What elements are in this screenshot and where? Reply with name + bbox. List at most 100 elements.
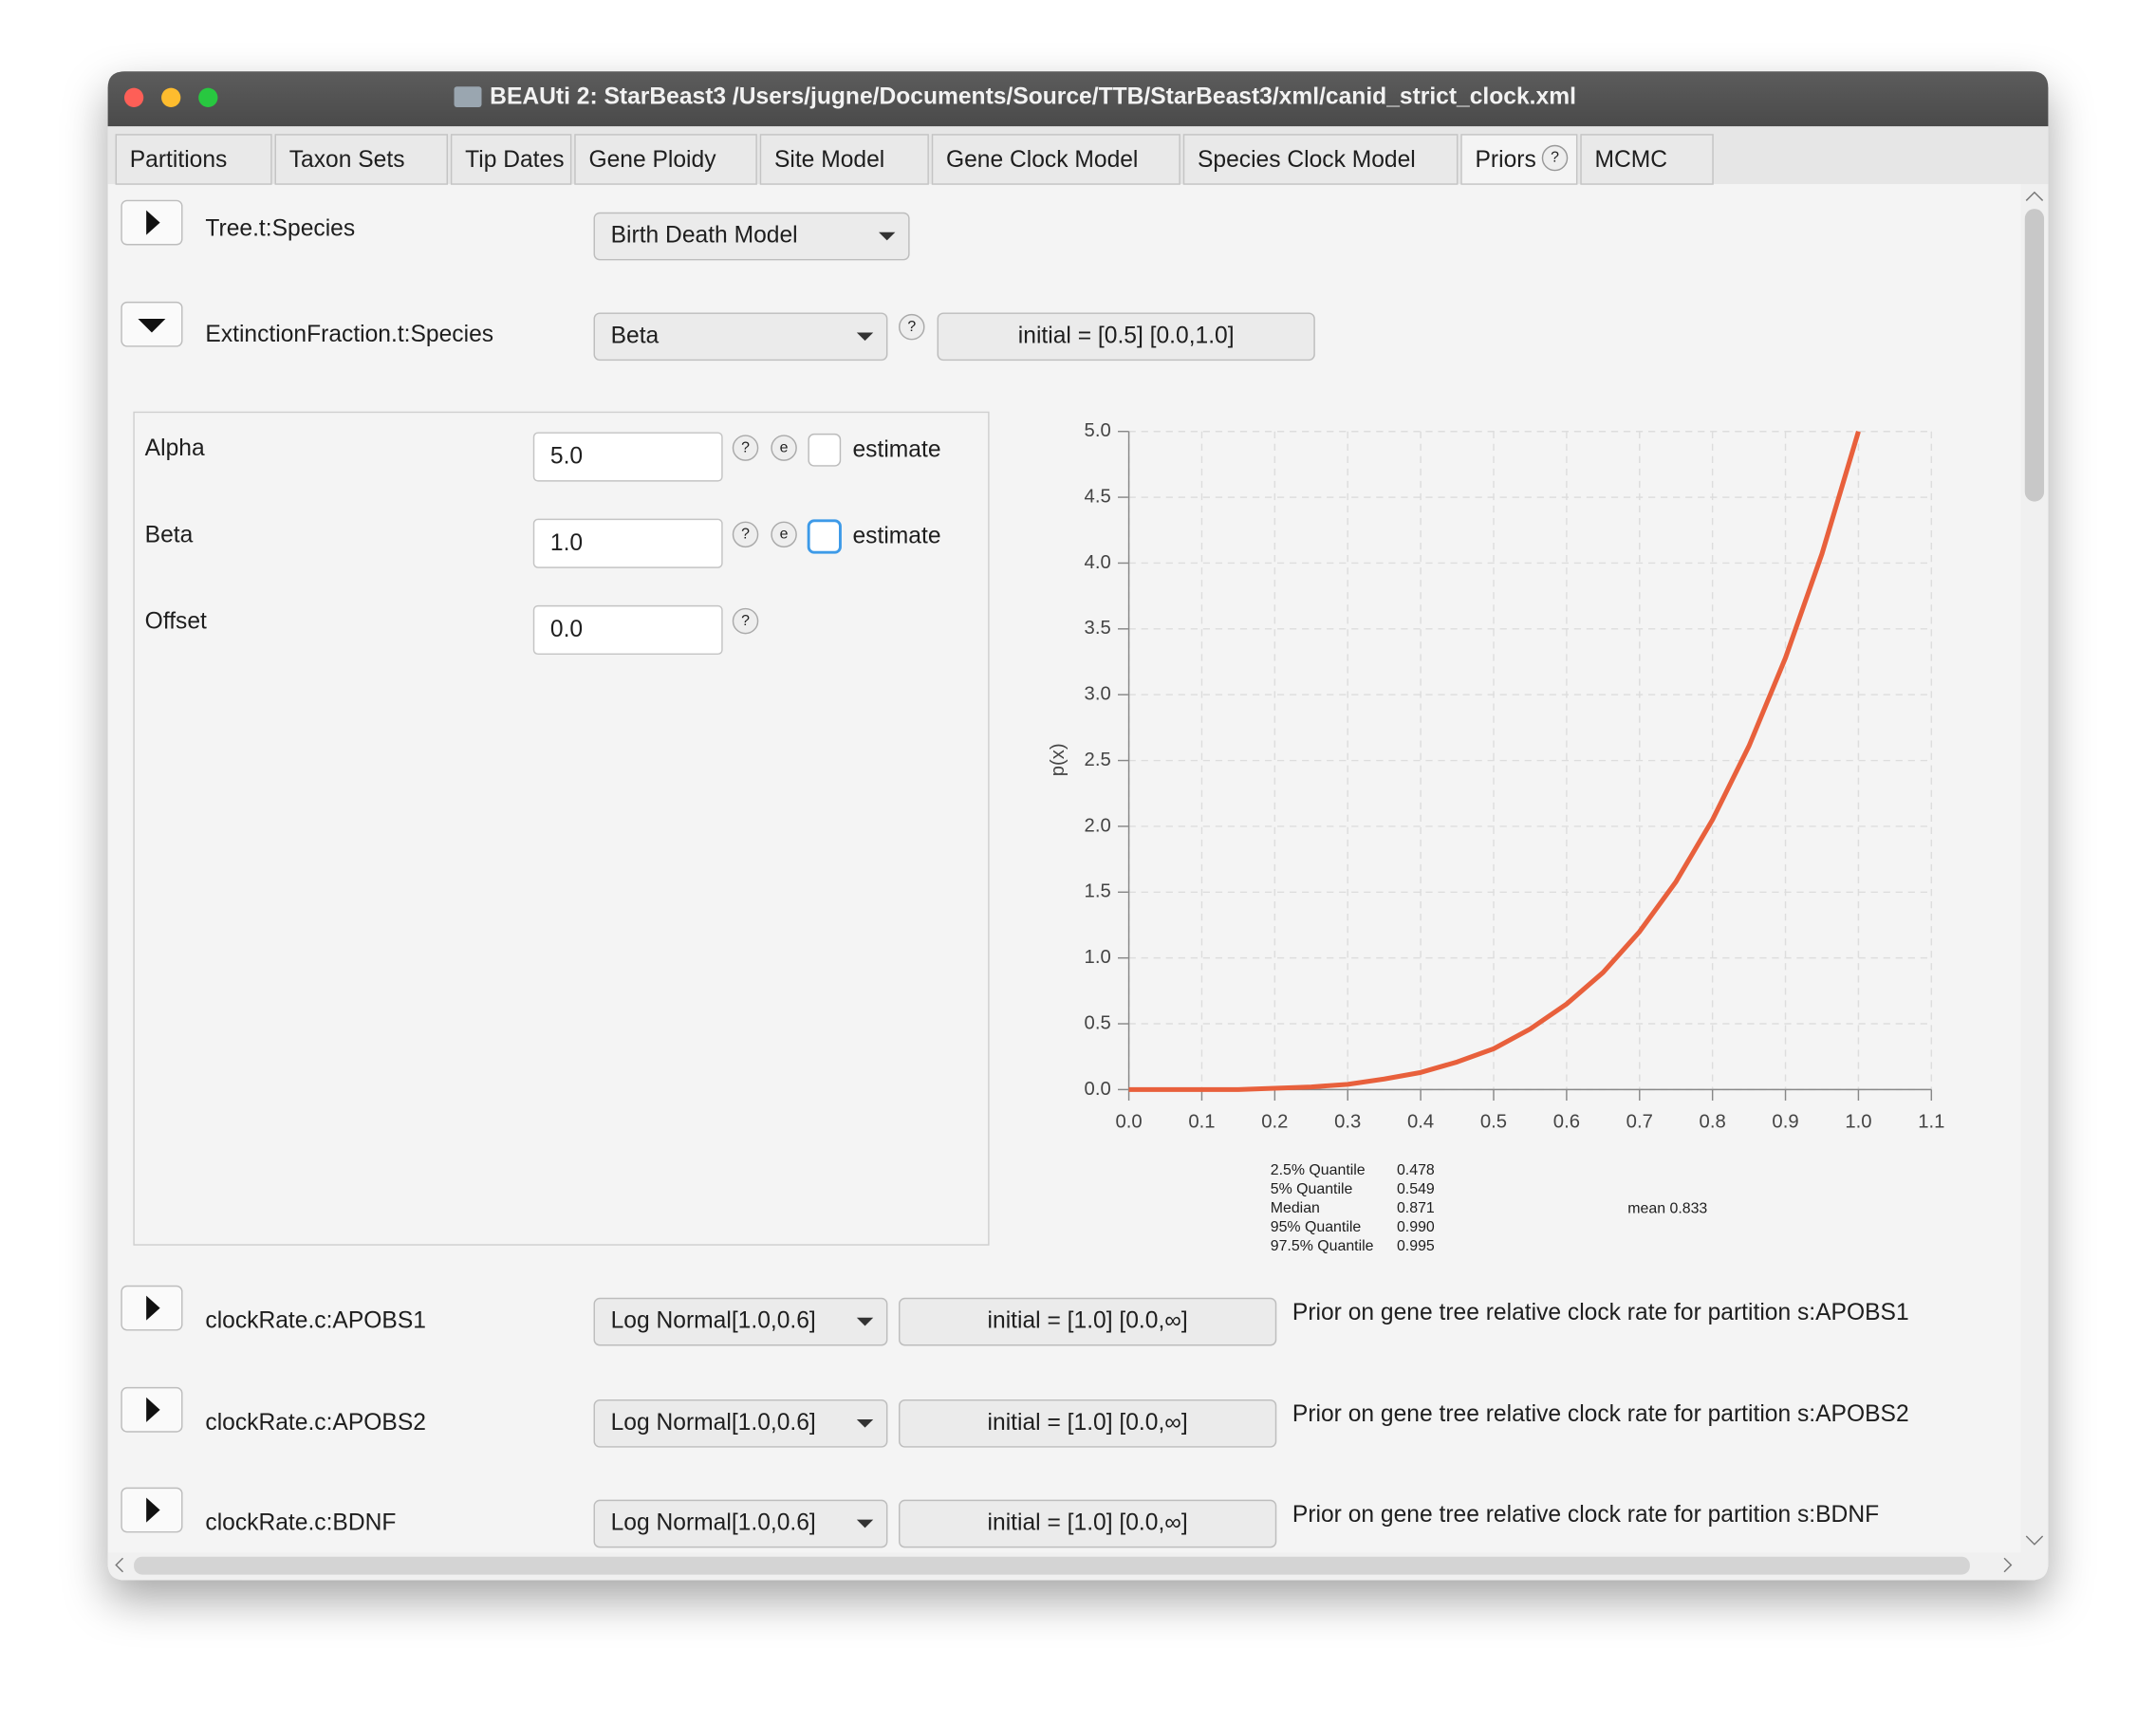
y-tick-label: 4.5 [1085, 486, 1111, 507]
x-tick-label: 0.2 [1261, 1112, 1288, 1133]
button[interactable] [899, 1399, 1277, 1448]
tab-label[interactable]: Partitions [130, 147, 228, 173]
tab-label[interactable]: Taxon Sets [289, 147, 405, 173]
scroll-thumb[interactable] [2024, 209, 2045, 502]
dropdown[interactable] [593, 1399, 888, 1448]
field-value[interactable]: 1.0 [550, 530, 583, 556]
stat-label: 95% Quantile [1271, 1219, 1362, 1235]
zoom-button[interactable] [198, 87, 218, 107]
y-tick-label: 2.0 [1085, 815, 1111, 836]
icon-button[interactable] [771, 521, 797, 548]
tab[interactable] [1182, 134, 1459, 185]
tab[interactable] [450, 134, 572, 185]
tab[interactable] [1580, 134, 1714, 185]
stat-value: 0.871 [1397, 1200, 1435, 1216]
field-value[interactable]: 0.0 [550, 617, 583, 642]
icon-button[interactable] [732, 521, 759, 548]
stat-label: 97.5% Quantile [1271, 1238, 1374, 1254]
field-value[interactable]: 5.0 [550, 444, 583, 470]
button[interactable] [899, 1499, 1277, 1548]
tab-label[interactable]: Tip Dates [465, 147, 564, 173]
icon-button[interactable] [732, 607, 759, 635]
x-tick-label: 0.6 [1553, 1112, 1580, 1133]
prior-description: Prior on gene tree relative clock rate f… [1292, 1502, 1879, 1528]
text-field[interactable] [532, 518, 723, 568]
dropdown-label[interactable]: Log Normal[1.0,0.6] [611, 1410, 816, 1436]
icon-label[interactable]: ? [907, 319, 916, 335]
h-scroll-thumb[interactable] [134, 1556, 1970, 1575]
button-label[interactable]: initial = [0.5] [0.0,1.0] [1018, 323, 1235, 348]
tab[interactable] [759, 134, 929, 185]
h-scroll-arrows[interactable] [115, 1557, 2013, 1573]
checkbox[interactable] [808, 433, 842, 467]
y-tick-label: 1.0 [1085, 947, 1111, 968]
button[interactable] [937, 312, 1315, 361]
prior-label: clockRate.c:APOBS2 [205, 1410, 426, 1436]
dropdown-arrow [879, 232, 896, 241]
tab-label[interactable]: Species Clock Model [1198, 147, 1416, 173]
help-icon[interactable] [1541, 144, 1569, 172]
stat-value: 0.995 [1397, 1238, 1435, 1254]
stat-value: 0.990 [1397, 1219, 1435, 1235]
tab[interactable] [115, 134, 272, 185]
expand-arrow [146, 1295, 160, 1321]
icon-button[interactable] [771, 435, 797, 461]
tab-label[interactable]: Gene Clock Model [946, 147, 1138, 173]
dropdown-label[interactable]: Log Normal[1.0,0.6] [611, 1510, 816, 1536]
dropdown-label[interactable]: Birth Death Model [611, 223, 798, 249]
icon-label[interactable]: ? [741, 527, 750, 543]
icon-button[interactable] [732, 435, 759, 461]
scroll-arrows[interactable] [2025, 191, 2044, 1546]
dropdown-arrow [856, 1317, 874, 1326]
minimize-button[interactable] [161, 87, 181, 107]
x-tick-label: 0.7 [1626, 1112, 1653, 1133]
stat-label: 2.5% Quantile [1271, 1162, 1366, 1178]
prior-label: Tree.t:Species [205, 215, 355, 241]
button[interactable] [899, 1297, 1277, 1346]
dropdown[interactable] [593, 1499, 888, 1548]
x-tick-label: 0.5 [1480, 1112, 1507, 1133]
expand-arrow [146, 1497, 160, 1523]
checkbox[interactable] [807, 519, 842, 554]
checkbox-label[interactable]: estimate [853, 436, 941, 462]
icon-label[interactable]: e [780, 439, 789, 455]
text-field[interactable] [532, 604, 723, 656]
y-tick-label: 5.0 [1085, 420, 1111, 441]
y-tick-label: 1.5 [1085, 881, 1111, 902]
dropdown-label[interactable]: Log Normal[1.0,0.6] [611, 1308, 816, 1334]
x-tick-label: 1.1 [1918, 1112, 1944, 1133]
icon-label[interactable]: ? [741, 439, 750, 455]
text-field[interactable] [532, 432, 723, 482]
prior-label: clockRate.c:BDNF [205, 1510, 396, 1536]
dropdown[interactable] [593, 312, 888, 361]
parameter-label: Alpha [145, 435, 205, 461]
prior-description: Prior on gene tree relative clock rate f… [1292, 1401, 1909, 1427]
tab[interactable] [931, 134, 1180, 185]
x-tick-label: 0.1 [1188, 1112, 1215, 1133]
y-tick-label: 0.5 [1085, 1012, 1111, 1033]
help-icon-label[interactable]: ? [1551, 150, 1559, 166]
title-bar [107, 71, 2049, 127]
tab-label[interactable]: Gene Ploidy [588, 147, 716, 173]
tab[interactable] [574, 134, 757, 185]
app-icon [454, 86, 482, 107]
tab-label[interactable]: MCMC [1595, 147, 1668, 173]
button-label[interactable]: initial = [1.0] [0.0,∞] [988, 1410, 1188, 1436]
dropdown-label[interactable]: Beta [611, 323, 660, 348]
button-label[interactable]: initial = [1.0] [0.0,∞] [988, 1308, 1188, 1334]
dropdown[interactable] [593, 212, 910, 261]
button-label[interactable]: initial = [1.0] [0.0,∞] [988, 1510, 1188, 1536]
x-tick-label: 0.0 [1115, 1112, 1142, 1133]
icon-button[interactable] [899, 313, 925, 341]
close-button[interactable] [123, 87, 144, 107]
tab[interactable] [274, 134, 449, 185]
icon-label[interactable]: e [780, 527, 789, 543]
stat-label: 5% Quantile [1271, 1181, 1353, 1197]
checkbox-label[interactable]: estimate [853, 524, 941, 549]
dropdown[interactable] [593, 1297, 888, 1346]
icon-label[interactable]: ? [741, 613, 750, 629]
dropdown-arrow [856, 1519, 874, 1528]
tab-label[interactable]: Site Model [774, 147, 884, 173]
tab-label[interactable]: Priors [1476, 147, 1536, 173]
